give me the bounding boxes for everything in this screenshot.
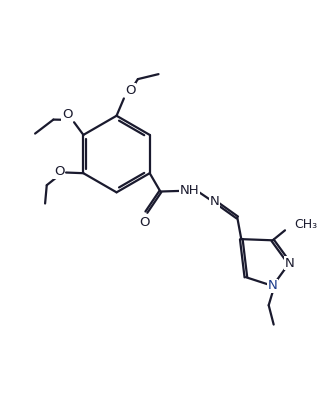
Text: O: O: [54, 165, 64, 178]
Text: N: N: [268, 279, 277, 293]
Text: CH₃: CH₃: [294, 218, 317, 231]
Text: N: N: [210, 195, 219, 208]
Text: O: O: [125, 84, 136, 97]
Text: NH: NH: [180, 184, 199, 197]
Text: O: O: [140, 216, 150, 229]
Text: O: O: [62, 108, 72, 121]
Text: N: N: [284, 257, 294, 270]
